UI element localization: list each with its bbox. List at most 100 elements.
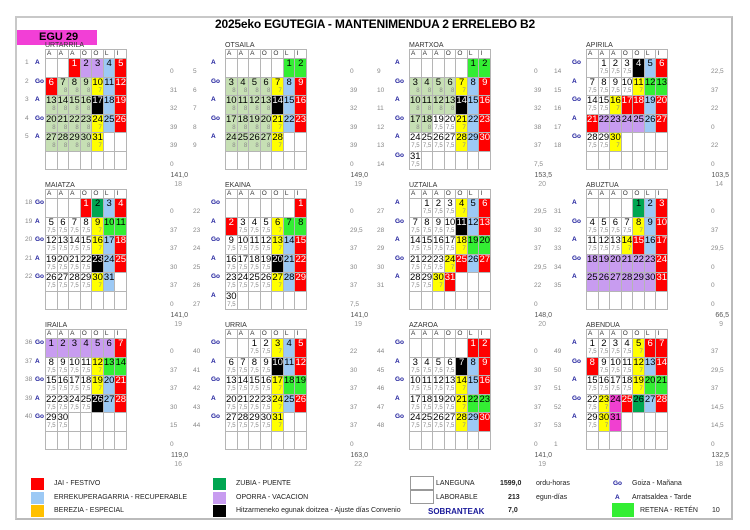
day-cell[interactable] bbox=[655, 290, 669, 301]
day-cell[interactable]: 13 bbox=[56, 235, 70, 246]
day-cell[interactable]: 13 bbox=[45, 95, 58, 106]
day-cell[interactable]: 4 bbox=[620, 338, 634, 348]
day-cell[interactable] bbox=[432, 430, 445, 441]
day-cell[interactable]: 22 bbox=[586, 393, 599, 405]
day-cell[interactable]: 22 bbox=[79, 253, 93, 265]
day-cell[interactable] bbox=[632, 290, 645, 301]
day-cell[interactable]: 19 bbox=[466, 235, 480, 246]
day-cell[interactable]: 24 bbox=[409, 132, 422, 143]
day-cell[interactable] bbox=[102, 150, 116, 161]
day-cell[interactable] bbox=[91, 150, 104, 161]
day-cell[interactable]: 17 bbox=[609, 375, 622, 386]
day-cell[interactable]: 25 bbox=[102, 113, 116, 125]
day-cell[interactable] bbox=[620, 150, 634, 161]
day-cell[interactable]: 9 bbox=[294, 76, 308, 87]
day-cell[interactable] bbox=[248, 290, 261, 301]
day-cell[interactable]: 21 bbox=[282, 253, 296, 265]
day-cell[interactable]: 25 bbox=[236, 132, 250, 143]
day-cell[interactable]: 8 bbox=[248, 356, 261, 367]
day-cell[interactable] bbox=[271, 430, 284, 441]
day-cell[interactable]: 11 bbox=[248, 235, 261, 246]
day-cell[interactable]: 15 bbox=[632, 235, 645, 246]
day-cell[interactable] bbox=[282, 132, 296, 142]
day-cell[interactable]: 22 bbox=[466, 113, 480, 125]
day-cell[interactable] bbox=[620, 290, 634, 301]
day-cell[interactable]: 19 bbox=[294, 375, 308, 386]
day-cell[interactable]: 27 bbox=[225, 412, 238, 423]
day-cell[interactable] bbox=[68, 198, 81, 208]
day-cell[interactable] bbox=[655, 430, 669, 441]
day-cell[interactable]: 2 bbox=[432, 198, 445, 208]
day-cell[interactable]: 5 bbox=[632, 338, 645, 348]
day-cell[interactable]: 20 bbox=[56, 253, 70, 265]
day-cell[interactable]: 12 bbox=[466, 216, 480, 228]
day-cell[interactable]: 6 bbox=[609, 216, 622, 227]
day-cell[interactable]: 20 bbox=[443, 393, 457, 405]
day-cell[interactable]: 1 bbox=[68, 58, 81, 68]
day-cell[interactable]: 20 bbox=[271, 253, 284, 265]
day-cell[interactable]: 7 bbox=[56, 76, 70, 87]
day-cell[interactable]: 23 bbox=[225, 272, 238, 283]
day-cell[interactable]: 17 bbox=[409, 393, 422, 405]
day-cell[interactable]: 6 bbox=[443, 356, 457, 367]
day-cell[interactable]: 7 bbox=[409, 216, 422, 227]
day-cell[interactable]: 15 bbox=[79, 235, 93, 246]
day-cell[interactable] bbox=[236, 430, 250, 441]
day-cell[interactable]: 1 bbox=[597, 58, 611, 68]
day-cell[interactable] bbox=[455, 272, 468, 282]
day-cell[interactable] bbox=[643, 290, 657, 301]
day-cell[interactable]: 30 bbox=[432, 272, 445, 283]
day-cell[interactable]: 4 bbox=[114, 198, 128, 208]
day-cell[interactable]: 15 bbox=[586, 375, 599, 386]
day-cell[interactable]: 24 bbox=[443, 253, 457, 265]
day-cell[interactable]: 27 bbox=[655, 113, 669, 125]
day-cell[interactable]: 9 bbox=[432, 216, 445, 227]
day-cell[interactable]: 25 bbox=[455, 253, 468, 265]
day-cell[interactable]: 15 bbox=[45, 375, 58, 386]
day-cell[interactable]: 24 bbox=[102, 253, 116, 265]
day-cell[interactable] bbox=[56, 198, 70, 208]
day-cell[interactable]: 14 bbox=[655, 356, 669, 368]
day-cell[interactable]: 10 bbox=[409, 375, 422, 386]
day-cell[interactable]: 5 bbox=[466, 198, 480, 208]
day-cell[interactable]: 16 bbox=[225, 253, 238, 265]
day-cell[interactable]: 19 bbox=[91, 375, 104, 386]
day-cell[interactable]: 27 bbox=[56, 272, 70, 283]
day-cell[interactable]: 19 bbox=[114, 95, 128, 106]
day-cell[interactable] bbox=[56, 58, 70, 68]
day-cell[interactable]: 2 bbox=[225, 216, 238, 227]
day-cell[interactable]: 18 bbox=[102, 95, 116, 106]
day-cell[interactable]: 8 bbox=[79, 216, 93, 227]
day-cell[interactable]: 26 bbox=[294, 393, 308, 405]
day-cell[interactable]: 29 bbox=[420, 272, 434, 283]
day-cell[interactable] bbox=[68, 290, 81, 301]
day-cell[interactable] bbox=[443, 150, 457, 161]
day-cell[interactable]: 4 bbox=[79, 338, 93, 348]
day-cell[interactable] bbox=[609, 198, 622, 208]
day-cell[interactable]: 29 bbox=[586, 412, 599, 423]
day-cell[interactable] bbox=[79, 290, 93, 301]
day-cell[interactable] bbox=[409, 290, 422, 301]
day-cell[interactable]: 20 bbox=[478, 235, 492, 246]
day-cell[interactable]: 21 bbox=[655, 375, 669, 386]
day-cell[interactable]: 14 bbox=[271, 95, 284, 106]
day-cell[interactable] bbox=[259, 430, 273, 441]
day-cell[interactable] bbox=[225, 430, 238, 441]
day-cell[interactable] bbox=[443, 290, 457, 301]
day-cell[interactable] bbox=[455, 430, 468, 441]
day-cell[interactable]: 17 bbox=[236, 253, 250, 265]
day-cell[interactable]: 26 bbox=[432, 412, 445, 423]
day-cell[interactable]: 10 bbox=[271, 356, 284, 368]
day-cell[interactable] bbox=[586, 430, 599, 441]
day-cell[interactable] bbox=[409, 198, 422, 208]
day-cell[interactable]: 13 bbox=[478, 216, 492, 228]
day-cell[interactable]: 6 bbox=[643, 338, 657, 348]
day-cell[interactable]: 17 bbox=[68, 375, 81, 386]
day-cell[interactable]: 8 bbox=[420, 216, 434, 227]
day-cell[interactable] bbox=[478, 150, 492, 161]
day-cell[interactable]: 18 bbox=[420, 393, 434, 405]
day-cell[interactable]: 1 bbox=[632, 198, 645, 208]
day-cell[interactable] bbox=[282, 430, 296, 441]
day-cell[interactable] bbox=[655, 412, 669, 422]
day-cell[interactable] bbox=[114, 132, 128, 142]
